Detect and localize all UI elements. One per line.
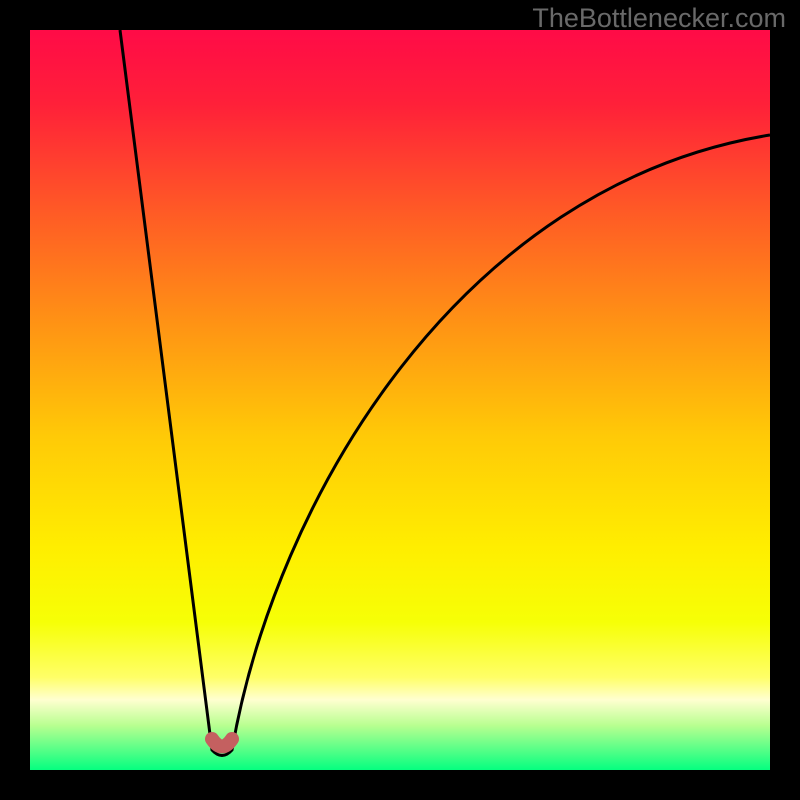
trough-marker xyxy=(212,739,232,747)
gradient-background xyxy=(30,30,770,770)
plot-area xyxy=(30,30,770,770)
watermark-text: TheBottlenecker.com xyxy=(532,3,786,34)
image-frame: TheBottlenecker.com xyxy=(0,0,800,800)
chart-svg xyxy=(30,30,770,770)
